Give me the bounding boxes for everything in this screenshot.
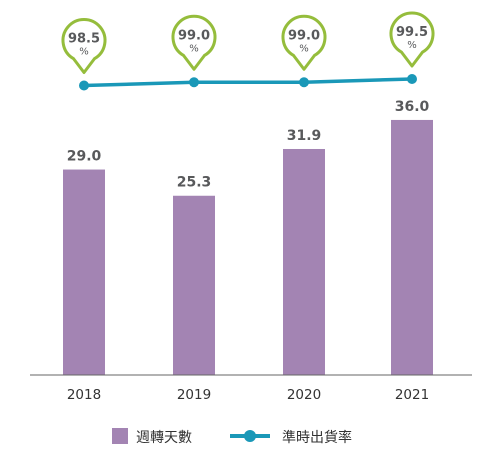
- x-tick-2019: 2019: [177, 387, 211, 403]
- bubble-value: 99.5: [396, 25, 428, 40]
- legend-swatch-bar: [112, 428, 128, 444]
- bar-2018: [63, 169, 105, 375]
- line-point-2020: [299, 77, 309, 88]
- bar-label-2019: 25.3: [177, 175, 212, 191]
- legend-swatch-marker: [244, 430, 256, 442]
- x-tick-2021: 2021: [395, 387, 429, 403]
- bubble-value: 99.0: [178, 28, 210, 43]
- legend-label-bar: 週轉天數: [136, 430, 192, 446]
- bar-label-2018: 29.0: [67, 149, 102, 165]
- bubble-2019: 99.0%: [171, 14, 217, 71]
- bar-2019: [173, 195, 215, 375]
- bubble-shape: [281, 14, 327, 71]
- line-point-2019: [189, 77, 199, 88]
- x-axis-tick-labels: 2018 2019 2020 2021: [67, 387, 429, 403]
- bubble-2020: 99.0%: [281, 14, 327, 71]
- bar-value-labels: 29.0 25.3 31.9 36.0: [67, 99, 430, 191]
- line-series: [79, 74, 417, 91]
- bar-2021: [391, 119, 433, 375]
- bubble-value: 98.5: [68, 32, 100, 47]
- bubble-shape: [171, 14, 217, 71]
- bubble-shape: [389, 11, 435, 68]
- line-value-bubbles: 98.5%99.0%99.0%99.5%: [61, 11, 435, 74]
- bubble-2021: 99.5%: [389, 11, 435, 68]
- bubble-unit: %: [407, 40, 417, 51]
- bar-series: [63, 119, 433, 375]
- bubble-unit: %: [299, 43, 309, 54]
- line-point-2018: [79, 80, 89, 91]
- line-point-2021: [407, 74, 417, 84]
- line-path: [83, 77, 413, 88]
- bar-label-2021: 36.0: [395, 99, 430, 115]
- bubble-unit: %: [79, 47, 89, 58]
- bar-label-2020: 31.9: [287, 128, 322, 144]
- x-tick-2018: 2018: [67, 387, 101, 403]
- bubble-shape: [61, 18, 107, 74]
- bubble-unit: %: [189, 43, 199, 54]
- bubble-value: 99.0: [288, 28, 320, 43]
- bar-2020: [283, 148, 325, 375]
- x-tick-2020: 2020: [287, 387, 321, 403]
- bubble-2018: 98.5%: [61, 18, 107, 74]
- legend-label-line: 準時出貨率: [282, 429, 352, 446]
- legend: 週轉天數 準時出貨率: [112, 428, 352, 446]
